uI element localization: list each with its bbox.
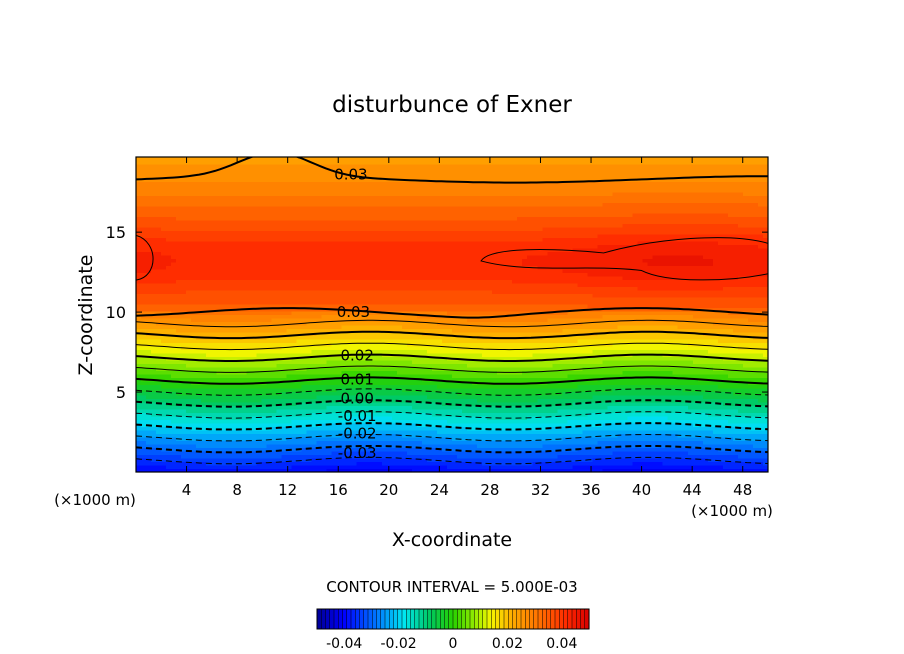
x-unit-left: (×1000 m) — [54, 491, 136, 509]
chart-title: disturbunce of Exner — [332, 92, 572, 118]
contour-label: 0.03 — [337, 303, 370, 321]
colorbar-tick-label: 0.02 — [492, 636, 523, 652]
x-tick-label: 8 — [232, 481, 242, 499]
x-tick-label: 28 — [480, 481, 499, 499]
contour-label: 0.01 — [340, 370, 373, 388]
y-tick-label: 10 — [106, 303, 126, 322]
x-tick-label: 40 — [632, 481, 651, 499]
contour-label: -0.02 — [338, 425, 377, 443]
plot-frame — [135, 156, 769, 473]
contour-interval-note: CONTOUR INTERVAL = 5.000E-03 — [326, 578, 577, 596]
colorbar-tick-label: 0 — [449, 636, 458, 652]
colorbar — [316, 608, 590, 630]
colorbar-tick-label: -0.04 — [326, 636, 362, 652]
contour-labels: -0.03-0.02-0.010.000.01 0.02 0.03 0.03 — [334, 166, 376, 462]
contour-label: 0.02 — [340, 346, 373, 364]
x-tick-label: 36 — [581, 481, 600, 499]
contour-label: -0.01 — [338, 407, 377, 425]
x-tick-label: 20 — [379, 481, 398, 499]
x-tick-label: 12 — [278, 481, 297, 499]
x-tick-label: 16 — [329, 481, 348, 499]
x-unit-right: (×1000 m) — [691, 502, 773, 520]
colorbar-tick-label: -0.02 — [380, 636, 416, 652]
x-tick-label: 24 — [430, 481, 449, 499]
y-tick-label: 5 — [116, 383, 126, 402]
contour-field — [136, 157, 768, 472]
y-axis-ticks: 5 10 15 — [106, 223, 768, 402]
x-axis-label: X-coordinate — [392, 529, 512, 551]
x-tick-label: 48 — [733, 481, 752, 499]
colorbar-tick-label: 0.04 — [546, 636, 577, 652]
contour-lines — [136, 157, 768, 465]
y-tick-label: 15 — [106, 223, 126, 242]
x-tick-label: 44 — [683, 481, 702, 499]
x-tick-label: 4 — [182, 481, 192, 499]
contour-label: 0.03 — [334, 166, 367, 184]
y-axis-label: Z-coordinate — [75, 255, 97, 376]
contour-label: -0.03 — [338, 444, 377, 462]
colorbar-tick-labels: -0.04 -0.02 0 0.02 0.04 — [326, 636, 577, 652]
x-tick-label: 32 — [531, 481, 550, 499]
contour-label: 0.00 — [340, 389, 373, 407]
x-axis-ticks: 4 8 12 16 20 24 28 32 36 40 44 48 — [182, 157, 752, 499]
